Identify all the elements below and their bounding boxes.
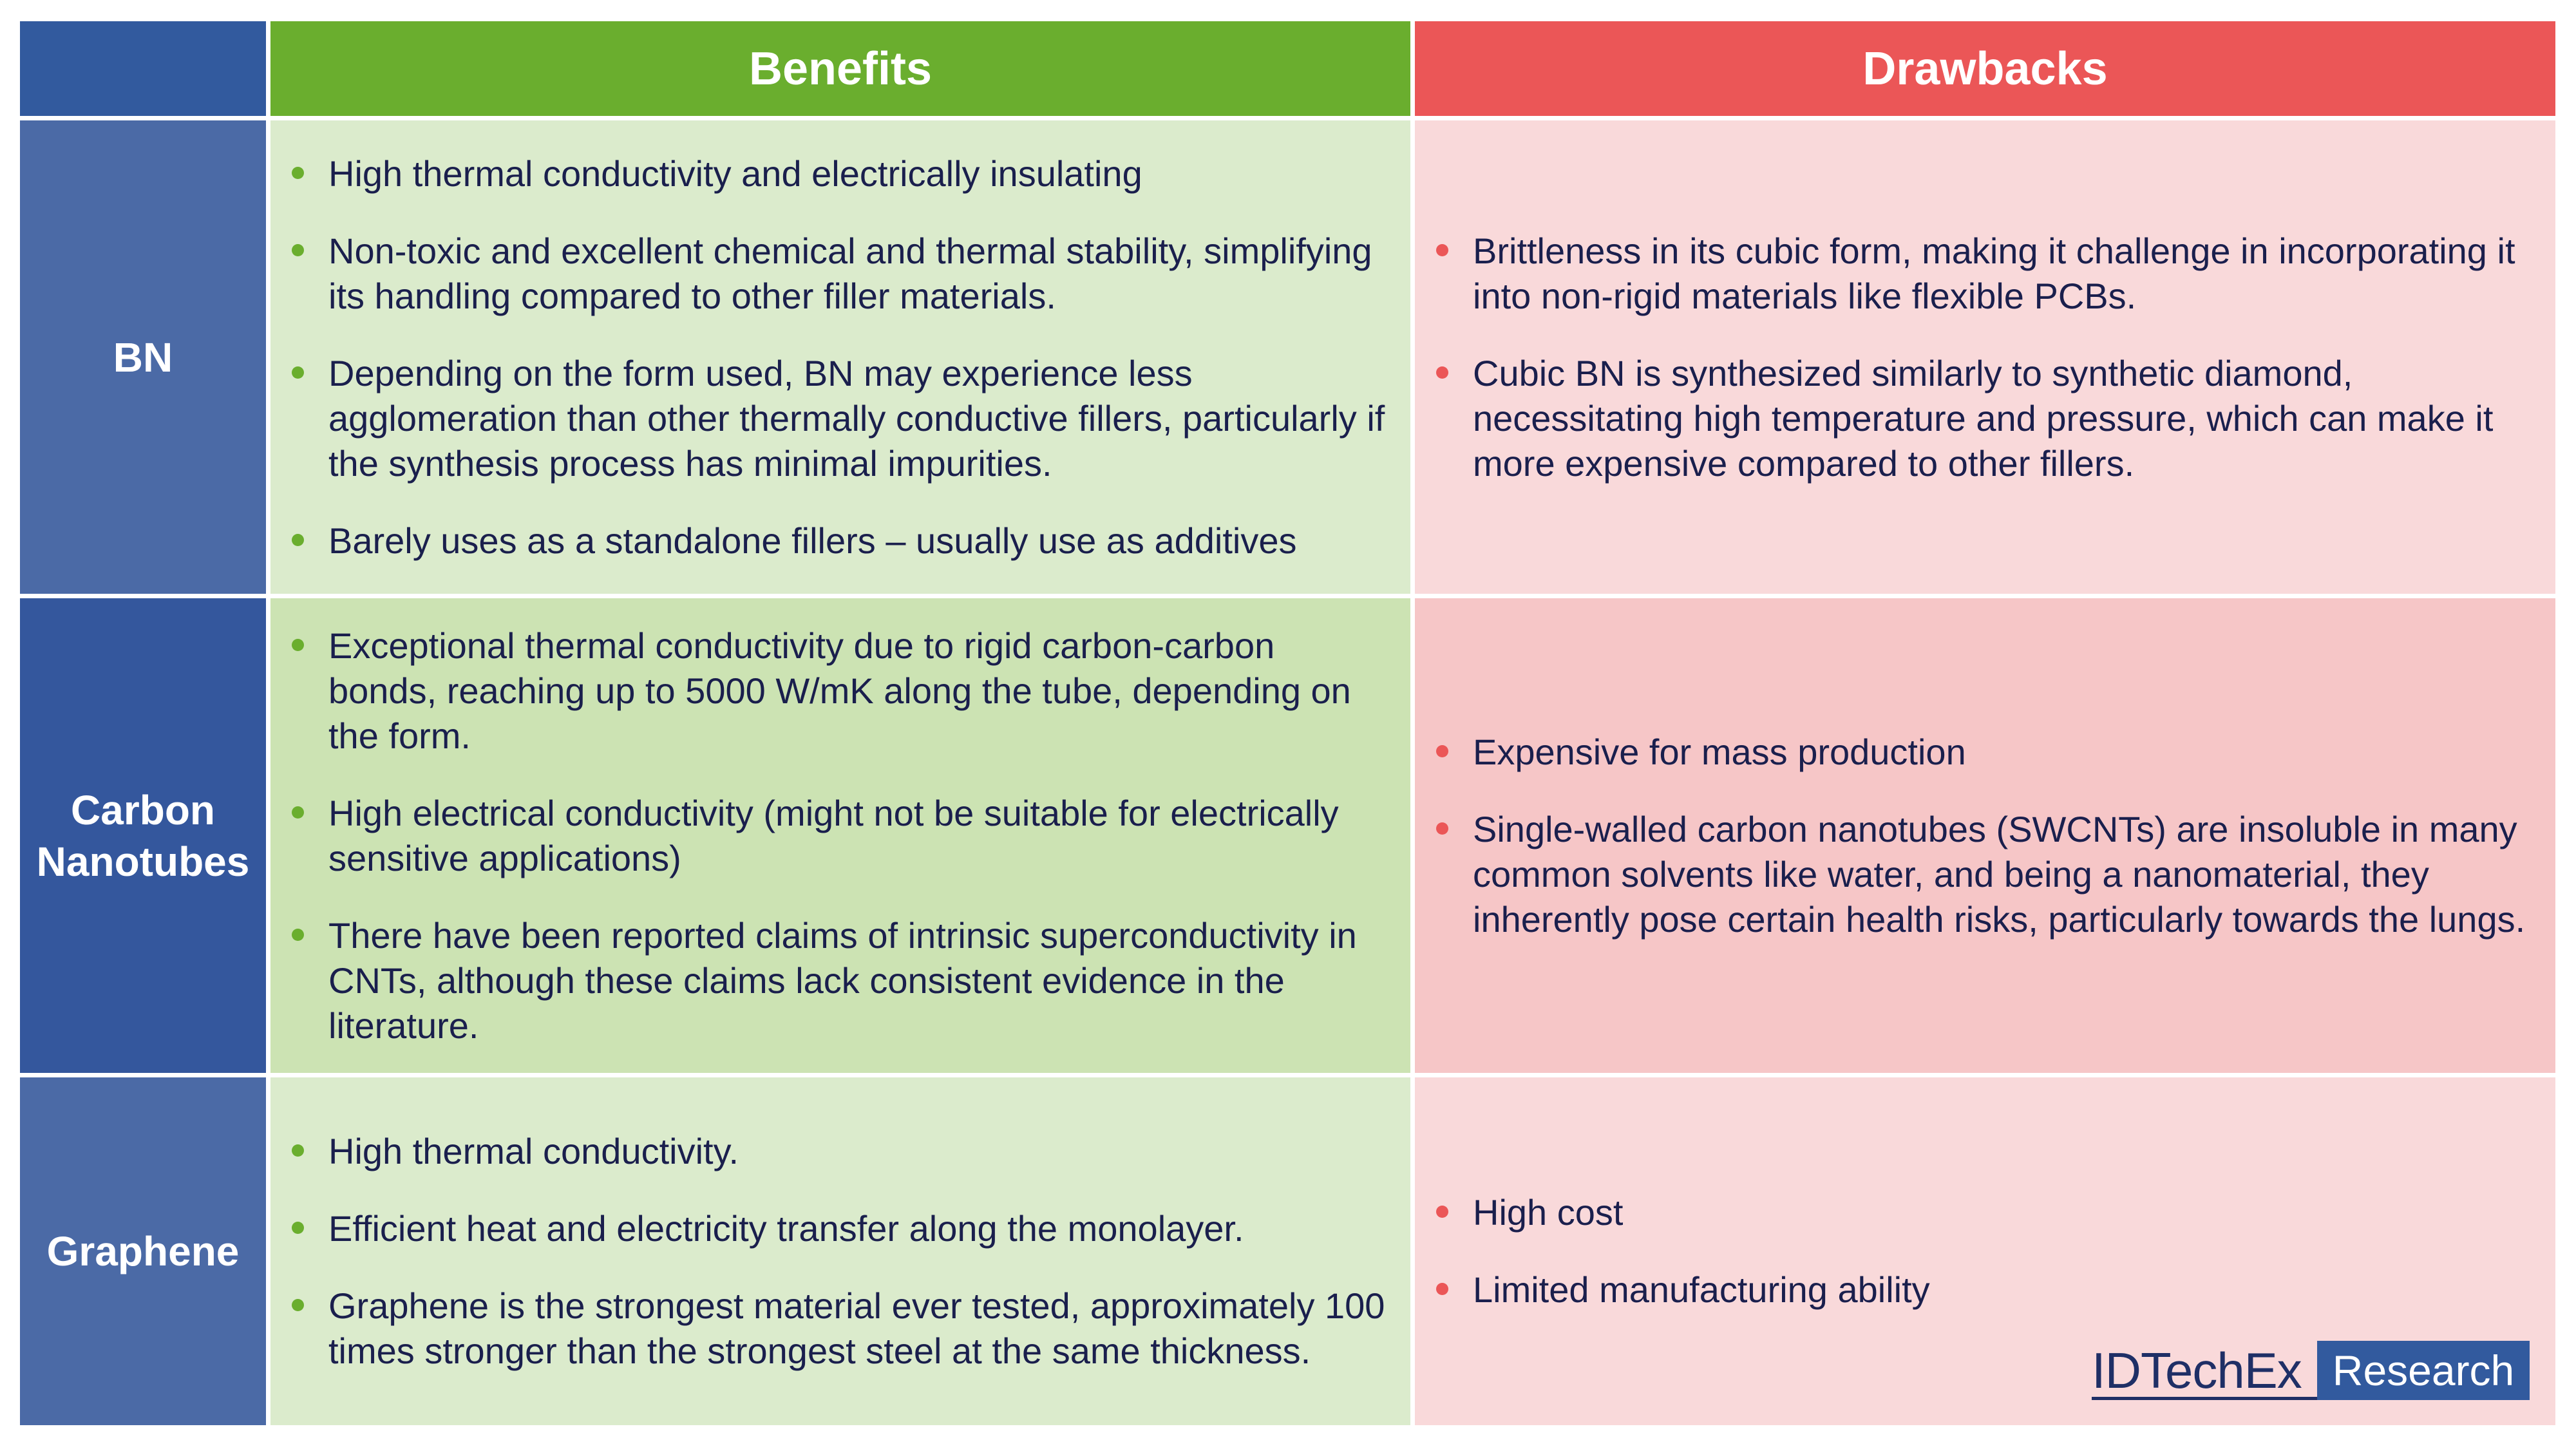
cnt-benefits-list: Exceptional thermal conductivity due to … — [270, 598, 1410, 1073]
list-item-text: High cost — [1473, 1192, 1624, 1233]
row-label-graphene: Graphene — [20, 1077, 266, 1425]
graphene-benefits-cell: High thermal conductivity. Efficient hea… — [270, 1077, 1410, 1425]
bullet-icon — [1436, 366, 1448, 379]
bullet-icon — [1436, 243, 1448, 256]
benefits-header: Benefits — [270, 21, 1410, 116]
logo-name: IDTechEx — [2092, 1341, 2317, 1400]
list-item-text: Brittleness in its cubic form, making it… — [1473, 230, 2515, 316]
cnt-drawbacks-list: Expensive for mass production Single-wal… — [1415, 598, 2555, 1073]
list-item: High thermal conductivity. — [292, 1129, 1391, 1174]
bullet-icon — [292, 243, 304, 256]
list-item-text: High thermal conductivity. — [328, 1131, 739, 1171]
list-item: There have been reported claims of intri… — [292, 913, 1391, 1048]
drawbacks-header-label: Drawbacks — [1862, 43, 2108, 95]
list-item: Limited manufacturing ability — [1436, 1267, 2536, 1312]
list-item-text: High thermal conductivity and electrical… — [328, 153, 1142, 194]
list-item-text: Depending on the form used, BN may exper… — [328, 352, 1385, 484]
list-item-text: Non-toxic and excellent chemical and the… — [328, 230, 1372, 316]
bullet-icon — [292, 638, 304, 651]
list-item-text: There have been reported claims of intri… — [328, 914, 1357, 1046]
bullet-icon — [292, 533, 304, 546]
bullet-icon — [292, 806, 304, 819]
header-corner-cell — [20, 21, 266, 116]
bullet-icon — [1436, 1283, 1448, 1295]
bullet-icon — [1436, 822, 1448, 835]
list-item: High cost — [1436, 1190, 2536, 1235]
bn-drawbacks-cell: Brittleness in its cubic form, making it… — [1415, 120, 2555, 594]
bullet-icon — [292, 1144, 304, 1157]
list-item: Barely uses as a standalone fillers – us… — [292, 518, 1391, 564]
graphene-drawbacks-cell: High cost Limited manufacturing ability — [1415, 1077, 2555, 1425]
list-item: Depending on the form used, BN may exper… — [292, 351, 1391, 486]
bullet-icon — [292, 366, 304, 379]
list-item-text: Barely uses as a standalone fillers – us… — [328, 520, 1297, 561]
list-item: Graphene is the strongest material ever … — [292, 1283, 1391, 1374]
list-item-text: Exceptional thermal conductivity due to … — [328, 625, 1351, 756]
idtechex-research-logo: IDTechEx Research — [2092, 1341, 2530, 1400]
benefits-header-label: Benefits — [748, 43, 933, 95]
list-item: Expensive for mass production — [1436, 730, 2536, 775]
list-item-text: Limited manufacturing ability — [1473, 1269, 1930, 1310]
bullet-icon — [292, 928, 304, 941]
comparison-table: Benefits Drawbacks BN High thermal condu… — [20, 21, 2555, 1427]
list-item-text: Expensive for mass production — [1473, 731, 1966, 772]
bullet-icon — [1436, 1206, 1448, 1218]
row-label-carbon-nanotubes: Carbon Nanotubes — [20, 598, 266, 1073]
list-item: Efficient heat and electricity transfer … — [292, 1206, 1391, 1251]
cnt-benefits-cell: Exceptional thermal conductivity due to … — [270, 598, 1410, 1073]
list-item: Brittleness in its cubic form, making it… — [1436, 229, 2536, 319]
bn-benefits-cell: High thermal conductivity and electrical… — [270, 120, 1410, 594]
bn-benefits-list: High thermal conductivity and electrical… — [270, 120, 1410, 594]
list-item: Non-toxic and excellent chemical and the… — [292, 229, 1391, 319]
list-item: Single-walled carbon nanotubes (SWCNTs) … — [1436, 807, 2536, 942]
list-item: Exceptional thermal conductivity due to … — [292, 623, 1391, 759]
bullet-icon — [292, 1299, 304, 1311]
cnt-drawbacks-cell: Expensive for mass production Single-wal… — [1415, 598, 2555, 1073]
graphene-benefits-list: High thermal conductivity. Efficient hea… — [270, 1077, 1410, 1425]
bullet-icon — [292, 166, 304, 179]
bullet-icon — [292, 1222, 304, 1234]
bn-drawbacks-list: Brittleness in its cubic form, making it… — [1415, 120, 2555, 594]
row-label-bn: BN — [20, 120, 266, 594]
list-item: High electrical conductivity (might not … — [292, 791, 1391, 881]
list-item-text: Single-walled carbon nanotubes (SWCNTs) … — [1473, 808, 2526, 940]
list-item: High thermal conductivity and electrical… — [292, 151, 1391, 196]
graphene-drawbacks-list: High cost Limited manufacturing ability — [1415, 1077, 2555, 1425]
bullet-icon — [1436, 744, 1448, 757]
list-item-text: High electrical conductivity (might not … — [328, 792, 1339, 878]
list-item-text: Cubic BN is synthesized similarly to syn… — [1473, 352, 2494, 484]
list-item-text: Efficient heat and electricity transfer … — [328, 1208, 1244, 1249]
drawbacks-header: Drawbacks — [1415, 21, 2555, 116]
logo-tag: Research — [2316, 1341, 2530, 1400]
list-item: Cubic BN is synthesized similarly to syn… — [1436, 351, 2536, 486]
list-item-text: Graphene is the strongest material ever … — [328, 1285, 1385, 1371]
